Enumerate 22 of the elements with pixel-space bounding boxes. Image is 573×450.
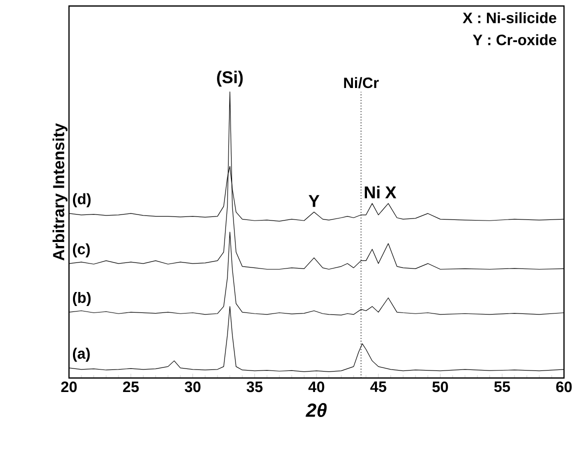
annotation: Y (308, 195, 320, 207)
x-tick-label: 40 (308, 382, 324, 392)
ref-line-label: Ni/Cr (344, 77, 379, 88)
series-label: (c) (72, 243, 90, 258)
series-label: (d) (72, 193, 91, 208)
series-label: (a) (72, 348, 90, 362)
text: X : Ni-silicide (462, 12, 556, 24)
x-tick-label: 35 (246, 382, 263, 392)
series-label: (b) (72, 292, 91, 306)
x-tick-label: 60 (556, 382, 572, 392)
x-tick-label: 25 (123, 382, 139, 392)
x-tick-label: 45 (370, 382, 386, 392)
x-tick-label: 20 (61, 382, 77, 392)
x-tick-label: 50 (432, 382, 448, 392)
annotation: (Si) (217, 70, 243, 87)
x-tick-label: 55 (494, 382, 510, 392)
text: Y : Cr-oxide (472, 34, 556, 46)
y-axis-title: Arbitrary Intensity (52, 123, 68, 261)
x-tick-label: 30 (184, 382, 200, 392)
x-axis-title: 2θ (306, 403, 327, 417)
annotation: X (385, 186, 396, 198)
annotation: Ni (364, 186, 380, 198)
